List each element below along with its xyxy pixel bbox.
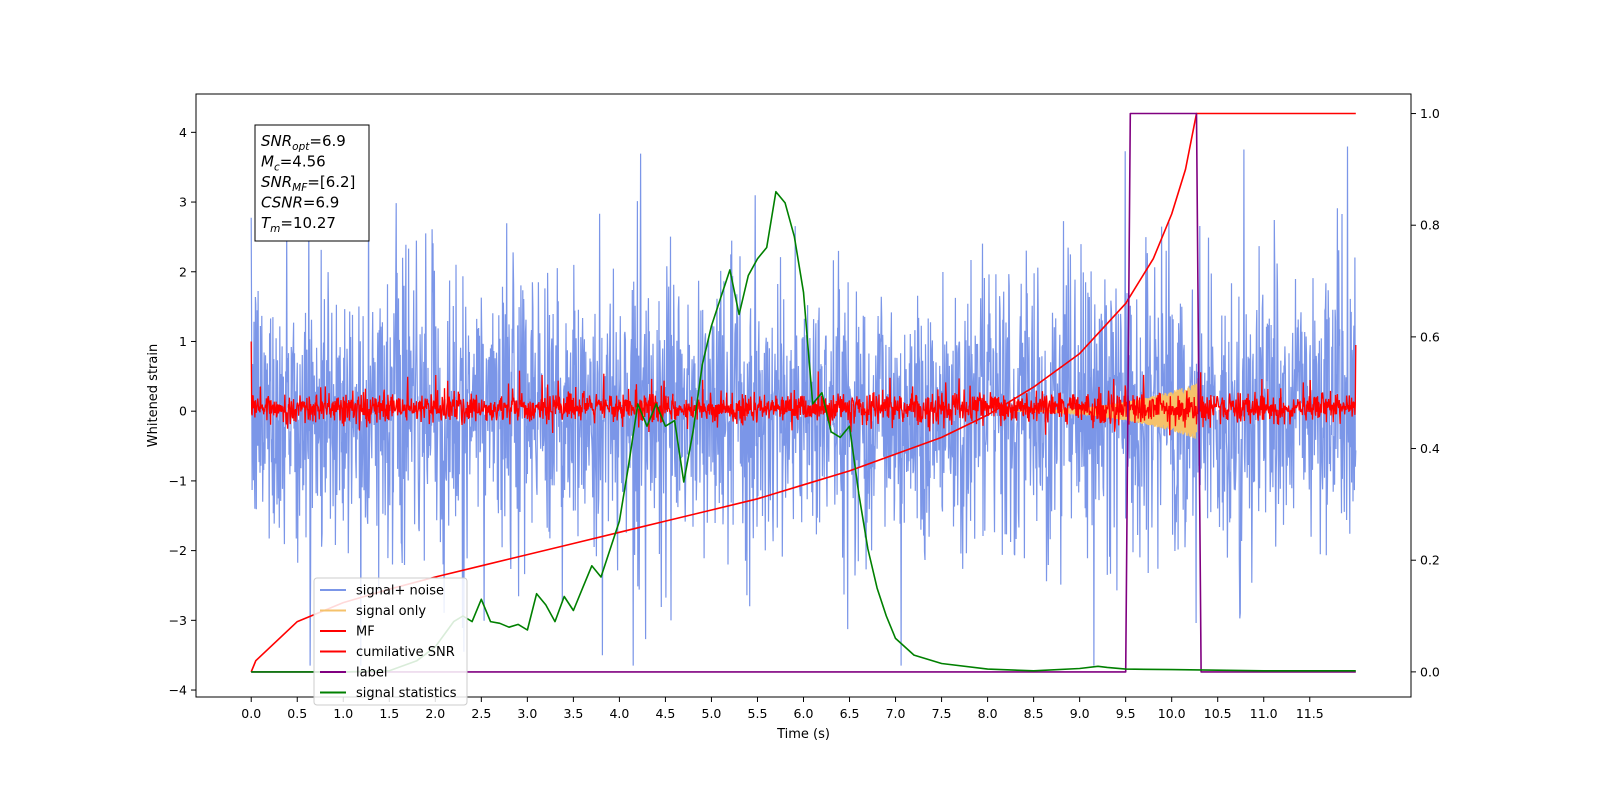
- annotation-symbol: M: [261, 153, 274, 171]
- annotation-line: SNRMF=[6.2]: [261, 173, 355, 194]
- annotation-symbol: CSNR: [261, 194, 303, 212]
- x-tick-label: 7.5: [932, 706, 952, 721]
- x-tick-label: 5.0: [702, 706, 722, 721]
- annotation-subscript: c: [274, 162, 280, 174]
- x-tick-label: 4.0: [609, 706, 629, 721]
- y-tick-label: −3: [169, 613, 187, 628]
- x-tick-label: 2.5: [471, 706, 491, 721]
- x-tick-label: 1.0: [333, 706, 353, 721]
- x-tick-label: 6.5: [840, 706, 860, 721]
- x-tick-label: 6.0: [794, 706, 814, 721]
- x-tick-label: 11.0: [1250, 706, 1278, 721]
- annotation-line: SNRopt=6.9: [261, 132, 346, 153]
- x-tick-label: 8.5: [1024, 706, 1044, 721]
- x-tick-label: 0.0: [241, 706, 261, 721]
- x-tick-label: 4.5: [655, 706, 675, 721]
- axes: 0.0 0.5 1.0 1.5 2.0 2.5 3.0 3.5 4.0 4.5 5.0 5.5 6.0 6…: [146, 93, 1440, 742]
- annotation-value: =[6.2]: [307, 173, 355, 191]
- x-tick-label: 11.5: [1296, 706, 1324, 721]
- legend-entry: MF: [356, 625, 375, 640]
- annotation-box: SNRopt=6.9Mc=4.56SNRMF=[6.2]CSNR=6.9Tm=1…: [254, 124, 370, 242]
- legend-entry: signal only: [356, 604, 426, 619]
- annotation-symbol: SNR: [261, 132, 292, 150]
- series-signal-statistics-line: [251, 190, 1356, 673]
- y-tick-label: −1: [169, 473, 187, 488]
- y-axis-label: Whitened strain: [146, 344, 161, 447]
- legend-entry: cumilative SNR: [356, 645, 455, 660]
- x-tick-label: 3.0: [517, 706, 537, 721]
- annotation-line: CSNR=6.9: [261, 194, 339, 212]
- x-tick-label: 9.0: [1070, 706, 1090, 721]
- series-mf-line: [250, 341, 1357, 436]
- x-tick-label: 3.5: [563, 706, 583, 721]
- legend-entry: signal statistics: [356, 686, 457, 701]
- legend-entry: label: [356, 666, 387, 681]
- annotation-subscript: m: [270, 223, 280, 235]
- annotation-value: =6.9: [303, 194, 339, 212]
- y-tick-label: 0: [179, 404, 187, 419]
- x-tick-label: 1.5: [379, 706, 399, 721]
- annotation-subscript: opt: [292, 141, 310, 153]
- legend-entry: signal+ noise: [356, 584, 444, 599]
- y-tick-label: 1: [179, 334, 187, 349]
- x-tick-label: 2.0: [425, 706, 445, 721]
- y-right-tick-label: 1.0: [1420, 106, 1440, 121]
- x-tick-label: 7.0: [886, 706, 906, 721]
- y-tick-label: 2: [179, 264, 187, 279]
- x-tick-label: 10.0: [1158, 706, 1186, 721]
- y-tick-label: 4: [179, 125, 187, 140]
- series-label-line: [251, 112, 1356, 673]
- x-tick-label: 10.5: [1204, 706, 1232, 721]
- x-tick-label: 8.0: [978, 706, 998, 721]
- legend-frame: [313, 577, 468, 706]
- annotation-subscript: MF: [292, 182, 308, 194]
- x-tick-label: 0.5: [287, 706, 307, 721]
- annotation-line: Tm=10.27: [261, 214, 336, 235]
- y-tick-label: −2: [169, 543, 187, 558]
- y-right-tick-label: 0.8: [1420, 218, 1440, 233]
- annotation-value: =6.9: [309, 132, 345, 150]
- y-right-tick-label: 0.0: [1420, 664, 1440, 679]
- y-right-tick-label: 0.4: [1420, 441, 1440, 456]
- annotation-line: Mc=4.56: [261, 153, 326, 174]
- x-tick-label: 9.5: [1116, 706, 1136, 721]
- annotation-frame: [254, 124, 370, 242]
- series-signal-noise-line: [250, 146, 1357, 666]
- annotation-symbol: T: [261, 214, 272, 232]
- y-right-tick-label: 0.2: [1420, 553, 1440, 568]
- x-tick-label: 5.5: [748, 706, 768, 721]
- y-tick-label: 3: [179, 195, 187, 210]
- x-axis-label: Time (s): [776, 727, 830, 742]
- y-tick-label: −4: [169, 683, 187, 698]
- annotation-symbol: SNR: [261, 173, 292, 191]
- legend: signal+ noise signal only MF cumilative SNR…: [313, 577, 468, 706]
- annotation-value: =10.27: [280, 214, 336, 232]
- annotation-value: =4.56: [280, 153, 326, 171]
- y-right-tick-label: 0.6: [1420, 329, 1440, 344]
